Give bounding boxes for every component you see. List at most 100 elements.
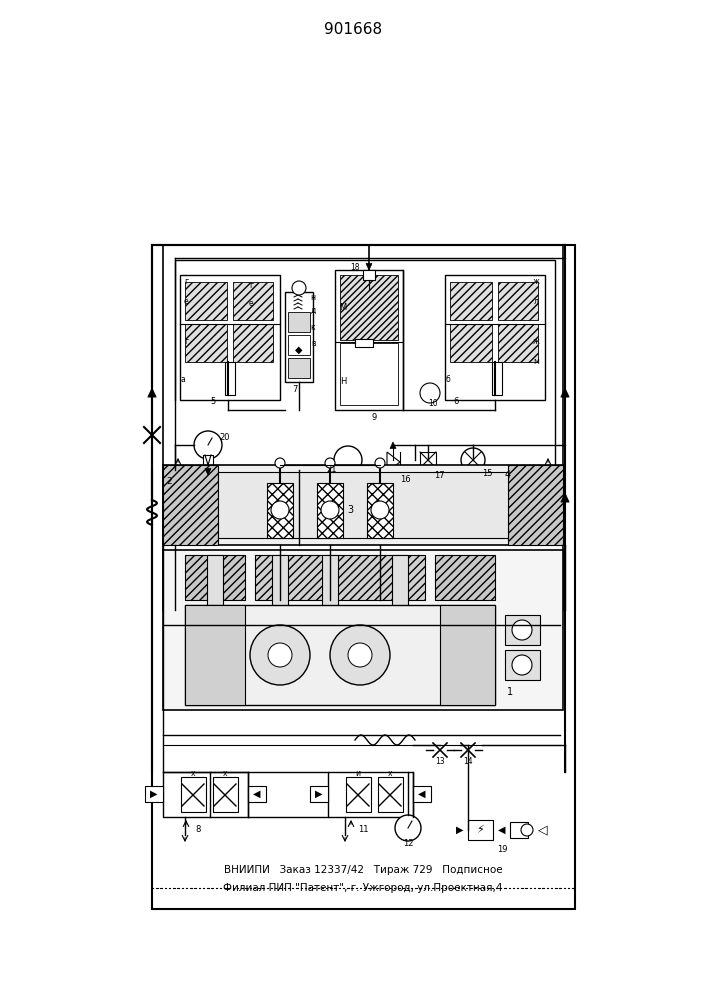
Text: 16: 16 (399, 475, 410, 484)
Bar (498, 324, 538, 362)
Text: м: м (533, 357, 539, 365)
Bar (180, 275, 280, 400)
Text: ж: ж (532, 338, 539, 347)
Polygon shape (561, 493, 569, 502)
Bar (450, 324, 492, 362)
Text: ◁: ◁ (538, 824, 548, 836)
Bar (288, 335, 310, 355)
Bar (255, 555, 425, 600)
Circle shape (395, 815, 421, 841)
Text: 901668: 901668 (324, 22, 382, 37)
Circle shape (268, 643, 292, 667)
Bar (340, 275, 398, 340)
Bar (392, 555, 408, 620)
Circle shape (420, 383, 440, 403)
Bar (440, 605, 495, 705)
Circle shape (461, 448, 485, 472)
Bar (510, 822, 528, 838)
Bar (367, 483, 393, 538)
Bar (207, 555, 223, 620)
Bar (203, 455, 213, 465)
Text: 4: 4 (505, 470, 511, 480)
Text: ◀: ◀ (253, 789, 261, 799)
Text: 18: 18 (351, 262, 360, 271)
Text: г: г (184, 338, 188, 347)
Text: ▶: ▶ (151, 789, 158, 799)
Bar (225, 362, 235, 395)
Text: 12: 12 (403, 838, 414, 848)
Bar (363, 270, 375, 280)
Text: е: е (248, 300, 253, 308)
Bar (163, 465, 563, 545)
Circle shape (292, 281, 306, 295)
Bar (233, 324, 273, 362)
Text: 3: 3 (347, 505, 353, 515)
Bar (445, 275, 545, 400)
Bar (267, 483, 293, 538)
Bar (492, 362, 502, 395)
Bar (505, 650, 540, 680)
Text: н: н (310, 292, 315, 302)
Polygon shape (561, 388, 569, 397)
Text: ▶: ▶ (456, 825, 464, 835)
Text: 9: 9 (371, 412, 377, 422)
Text: 15: 15 (481, 468, 492, 478)
Circle shape (334, 446, 362, 474)
Text: x: x (191, 768, 195, 778)
Polygon shape (366, 263, 372, 270)
Circle shape (250, 625, 310, 685)
Text: л: л (534, 296, 539, 306)
Circle shape (330, 625, 390, 685)
Text: и: и (356, 768, 361, 778)
Bar (355, 339, 373, 347)
Text: 19: 19 (497, 846, 507, 854)
Circle shape (371, 501, 389, 519)
Bar (185, 555, 245, 600)
Text: 17: 17 (433, 472, 444, 481)
Text: Н: Н (340, 377, 346, 386)
Bar (218, 472, 508, 538)
Wedge shape (338, 450, 348, 470)
Bar (505, 615, 540, 645)
Bar (450, 282, 492, 320)
Polygon shape (205, 468, 211, 475)
Bar (175, 260, 555, 470)
Text: ВНИИПИ   Заказ 12337/42   Тираж 729   Подписное: ВНИИПИ Заказ 12337/42 Тираж 729 Подписно… (223, 865, 502, 875)
Bar (181, 777, 206, 812)
Bar (233, 282, 273, 320)
Text: г: г (249, 280, 253, 290)
Bar (435, 555, 495, 600)
Text: ⚡: ⚡ (476, 825, 484, 835)
Circle shape (325, 458, 335, 468)
Bar (145, 786, 163, 802)
Bar (272, 555, 288, 620)
Circle shape (512, 620, 532, 640)
Text: д: д (310, 306, 315, 314)
Text: 6: 6 (453, 397, 459, 406)
Bar (185, 282, 227, 320)
Text: ◀: ◀ (419, 789, 426, 799)
Bar (163, 465, 218, 545)
Text: в: в (311, 340, 315, 349)
Bar (185, 605, 245, 705)
Bar (420, 452, 436, 468)
Bar (163, 245, 563, 610)
Circle shape (521, 824, 533, 836)
Circle shape (271, 501, 289, 519)
Bar (322, 555, 338, 620)
Bar (378, 777, 403, 812)
Text: 21: 21 (327, 466, 337, 475)
Text: 20: 20 (220, 432, 230, 442)
Circle shape (321, 501, 339, 519)
Circle shape (512, 655, 532, 675)
Text: М: М (339, 302, 346, 312)
Text: x: x (387, 768, 392, 778)
Text: ◀: ◀ (498, 825, 506, 835)
Bar (163, 550, 563, 710)
Circle shape (275, 458, 285, 468)
Text: ◆: ◆ (296, 345, 303, 355)
Bar (468, 820, 493, 840)
Bar (288, 312, 310, 332)
Text: 13: 13 (436, 758, 445, 766)
Circle shape (375, 458, 385, 468)
